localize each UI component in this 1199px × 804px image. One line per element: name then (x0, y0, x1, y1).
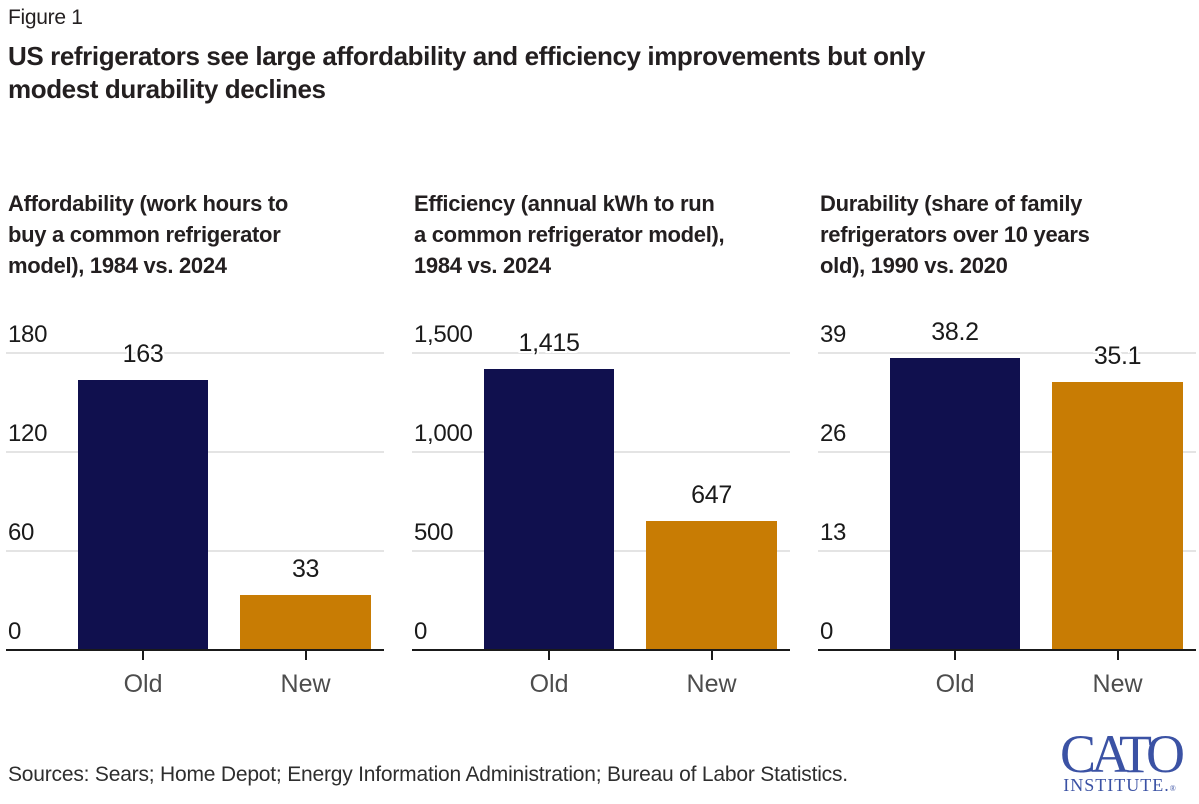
panel-affordability: Affordability (work hours to buy a commo… (6, 188, 384, 702)
y-axis-tick-label: 0 (414, 618, 428, 645)
bar-value-label-old: 163 (122, 340, 164, 369)
y-axis-tick-label: 0 (820, 618, 834, 645)
x-axis-tick-mark (1116, 651, 1119, 660)
bar-value-label-new: 35.1 (1093, 341, 1142, 370)
panel-title-efficiency: Efficiency (annual kWh to run a common r… (414, 191, 725, 278)
y-axis-tick-label: 1,000 (414, 420, 473, 447)
bar-value-label-new: 647 (691, 480, 732, 509)
panel-title-durability: Durability (share of family refrigerator… (820, 191, 1090, 278)
x-axis-tick-mark (548, 651, 551, 660)
x-axis-tick-mark (954, 651, 957, 660)
y-axis-tick-label: 60 (8, 519, 35, 546)
figure-label: Figure 1 (8, 6, 83, 29)
plot-area: 163 33 (6, 341, 384, 651)
cato-institute-logo: CATO INSTITUTE.® (1047, 724, 1193, 798)
x-axis-tick-mark (142, 651, 145, 660)
registered-trademark-icon: ® (1169, 784, 1177, 793)
category-label-new: New (686, 670, 737, 698)
bar-old (483, 368, 615, 649)
bar-new (240, 594, 371, 649)
category-label-old: Old (935, 670, 975, 698)
y-axis-tick-label: 180 (8, 321, 48, 348)
efficiency-chart: 1,415 647 1,500 1,000 500 0 Old New (412, 310, 790, 702)
category-label-new: New (1092, 670, 1143, 698)
bar-new (1052, 381, 1183, 649)
x-axis-tick-mark (710, 651, 713, 660)
gridline (412, 352, 790, 354)
bar-value-label-new: 33 (291, 554, 320, 583)
bar-old (77, 380, 209, 649)
panel-title-affordability: Affordability (work hours to buy a commo… (8, 191, 289, 278)
durability-chart: 38.2 35.1 39 26 13 0 Old New (818, 310, 1196, 702)
panel-efficiency: Efficiency (annual kWh to run a common r… (412, 188, 790, 702)
gridline (6, 352, 384, 354)
y-axis-tick-label: 500 (414, 519, 454, 546)
plot-area: 1,415 647 (412, 330, 790, 651)
y-axis-tick-label: 120 (8, 420, 48, 447)
category-label-old: Old (529, 670, 569, 698)
plot-area: 38.2 35.1 (818, 319, 1196, 651)
bar-value-label-old: 1,415 (518, 328, 580, 357)
gridline (818, 352, 1196, 354)
y-axis-tick-label: 39 (820, 321, 847, 348)
category-label-old: Old (123, 670, 163, 698)
affordability-chart: 163 33 180 120 60 0 Old New (6, 310, 384, 702)
category-label-new: New (280, 670, 331, 698)
cato-logo-subtitle: INSTITUTE.® (1063, 775, 1177, 795)
y-axis-tick-label: 13 (820, 519, 847, 546)
bar-old (889, 358, 1021, 649)
cato-logo-wordmark: CATO (1059, 724, 1185, 784)
chart-panels-row: Affordability (work hours to buy a commo… (6, 188, 1196, 702)
y-axis-tick-label: 26 (820, 420, 847, 447)
x-axis-tick-mark (304, 651, 307, 660)
bar-new (646, 520, 777, 649)
panel-durability: Durability (share of family refrigerator… (818, 188, 1196, 702)
y-axis-tick-label: 1,500 (414, 321, 473, 348)
y-axis-tick-label: 0 (8, 618, 22, 645)
sources-note: Sources: Sears; Home Depot; Energy Infor… (8, 763, 848, 786)
page-title: US refrigerators see large affordability… (8, 41, 926, 104)
bar-value-label-old: 38.2 (931, 318, 979, 347)
